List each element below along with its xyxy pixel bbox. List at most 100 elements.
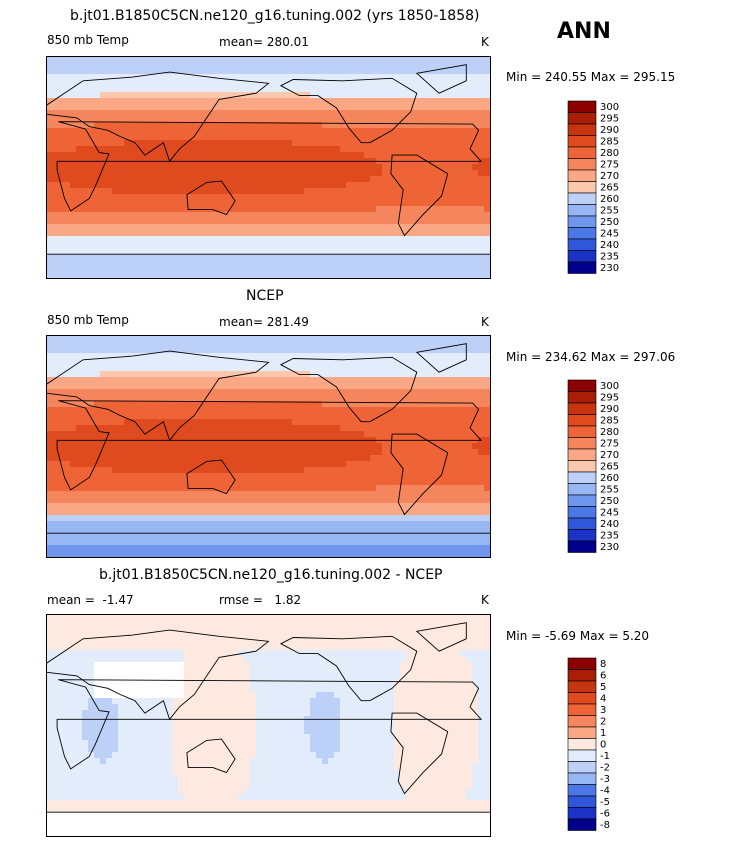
field-cell bbox=[100, 248, 107, 255]
field-cell bbox=[352, 461, 359, 468]
field-cell bbox=[304, 242, 311, 249]
field-cell bbox=[226, 74, 233, 81]
field-cell bbox=[430, 152, 437, 159]
field-cell bbox=[352, 218, 359, 225]
field-cell bbox=[58, 335, 65, 342]
field-cell bbox=[238, 353, 245, 360]
field-cell bbox=[340, 164, 347, 171]
field-cell bbox=[418, 152, 425, 159]
field-cell bbox=[70, 218, 77, 225]
field-cell bbox=[364, 98, 371, 105]
field-cell bbox=[424, 359, 431, 366]
field-cell bbox=[328, 272, 335, 279]
field-cell bbox=[412, 341, 419, 348]
field-cell bbox=[430, 266, 437, 273]
field-cell bbox=[298, 74, 305, 81]
field-cell bbox=[310, 425, 317, 432]
field-cell bbox=[94, 152, 101, 159]
field-cell bbox=[220, 62, 227, 69]
field-cell bbox=[280, 467, 287, 474]
field-cell bbox=[52, 230, 59, 237]
field-cell bbox=[280, 443, 287, 450]
field-cell bbox=[364, 110, 371, 117]
field-cell bbox=[460, 140, 467, 147]
field-cell bbox=[46, 266, 53, 273]
field-cell bbox=[88, 218, 95, 225]
field-cell bbox=[352, 389, 359, 396]
field-cell bbox=[226, 401, 233, 408]
field-cell bbox=[112, 260, 119, 267]
field-cell bbox=[316, 425, 323, 432]
field-cell bbox=[172, 467, 179, 474]
field-cell bbox=[94, 371, 101, 378]
field-cell bbox=[256, 122, 263, 129]
field-cell bbox=[346, 236, 353, 243]
field-cell bbox=[400, 473, 407, 480]
field-cell bbox=[436, 383, 443, 390]
field-cell bbox=[130, 449, 137, 456]
field-cell bbox=[466, 419, 473, 426]
field-cell bbox=[388, 110, 395, 117]
field-cell bbox=[322, 230, 329, 237]
field-cell bbox=[118, 341, 125, 348]
field-cell bbox=[178, 467, 185, 474]
field-cell bbox=[286, 80, 293, 87]
field-cell bbox=[178, 104, 185, 111]
field-cell bbox=[202, 377, 209, 384]
field-cell bbox=[220, 383, 227, 390]
field-cell bbox=[166, 431, 173, 438]
field-cell bbox=[286, 212, 293, 219]
field-cell bbox=[136, 389, 143, 396]
field-cell bbox=[472, 200, 479, 207]
field-cell bbox=[442, 224, 449, 231]
field-cell bbox=[430, 497, 437, 504]
field-cell bbox=[250, 353, 257, 360]
field-cell bbox=[100, 98, 107, 105]
field-cell bbox=[160, 449, 167, 456]
field-cell bbox=[274, 164, 281, 171]
field-cell bbox=[370, 485, 377, 492]
field-cell bbox=[454, 389, 461, 396]
field-cell bbox=[328, 152, 335, 159]
field-cell bbox=[400, 377, 407, 384]
field-cell bbox=[412, 230, 419, 237]
field-cell bbox=[124, 497, 131, 504]
field-cell bbox=[358, 98, 365, 105]
field-cell bbox=[280, 359, 287, 366]
field-cell bbox=[76, 443, 83, 450]
field-cell bbox=[448, 224, 455, 231]
field-cell bbox=[412, 377, 419, 384]
field-cell bbox=[76, 206, 83, 213]
field-cell bbox=[388, 473, 395, 480]
field-cell bbox=[448, 170, 455, 177]
field-cell bbox=[262, 200, 269, 207]
field-cell bbox=[334, 407, 341, 414]
field-cell bbox=[124, 413, 131, 420]
field-cell bbox=[310, 182, 317, 189]
field-cell bbox=[268, 98, 275, 105]
field-cell bbox=[100, 152, 107, 159]
field-cell bbox=[94, 86, 101, 93]
field-cell bbox=[154, 206, 161, 213]
field-cell bbox=[340, 413, 347, 420]
field-cell bbox=[424, 491, 431, 498]
field-cell bbox=[112, 116, 119, 123]
field-cell bbox=[262, 377, 269, 384]
field-cell bbox=[256, 443, 263, 450]
field-cell bbox=[112, 206, 119, 213]
field-cell bbox=[340, 128, 347, 135]
field-cell bbox=[334, 473, 341, 480]
field-cell bbox=[394, 254, 401, 261]
panel2-map bbox=[46, 335, 491, 558]
field-cell bbox=[400, 248, 407, 255]
field-cell bbox=[484, 395, 491, 402]
field-cell bbox=[484, 158, 491, 165]
field-cell bbox=[364, 395, 371, 402]
field-cell bbox=[316, 116, 323, 123]
field-cell bbox=[238, 170, 245, 177]
field-cell bbox=[352, 68, 359, 75]
field-cell bbox=[466, 491, 473, 498]
field-cell bbox=[202, 272, 209, 279]
field-cell bbox=[340, 110, 347, 117]
field-cell bbox=[334, 86, 341, 93]
